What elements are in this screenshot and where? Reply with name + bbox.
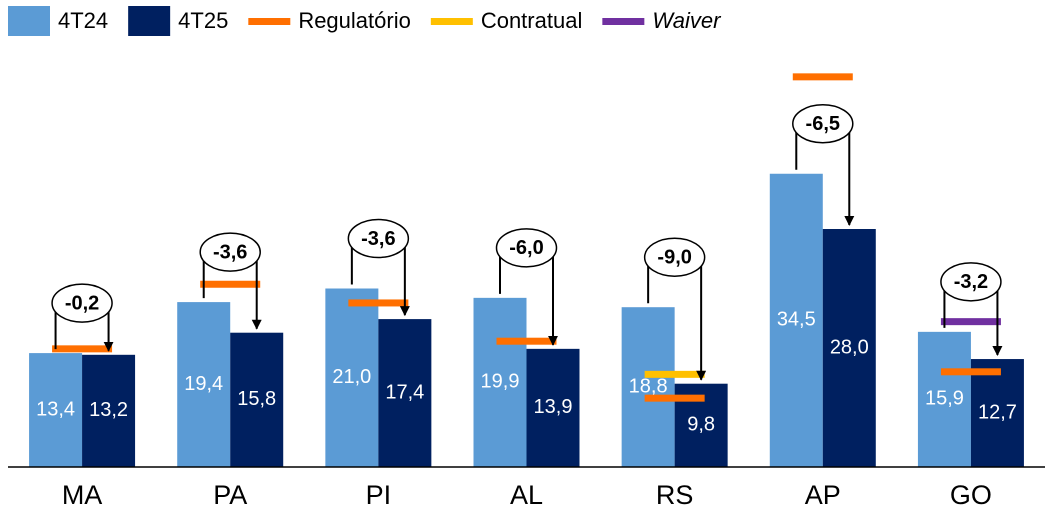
legend-swatch <box>430 18 473 25</box>
legend-swatch <box>602 18 645 25</box>
target-marker <box>348 299 409 307</box>
value-label: 17,4 <box>385 381 424 403</box>
x-tick-label: PI <box>366 480 392 510</box>
legend-label: Waiver <box>652 8 722 33</box>
difference-bubble <box>347 218 410 259</box>
target-marker <box>940 318 1001 326</box>
value-label: 28,0 <box>830 336 869 358</box>
difference-label: -9,0 <box>657 246 691 268</box>
bar <box>822 229 876 467</box>
bar <box>82 354 136 467</box>
difference-bubble <box>495 228 558 268</box>
value-label: 15,8 <box>237 388 276 410</box>
value-label: 15,9 <box>925 388 964 410</box>
difference-label: -0,2 <box>65 292 99 314</box>
x-tick-label: PA <box>213 480 247 510</box>
difference-bubble <box>940 262 1002 302</box>
bar <box>29 353 83 467</box>
legend-label: 4T24 <box>58 8 108 33</box>
difference-bubble <box>792 104 854 144</box>
difference-label: -3,2 <box>954 271 988 293</box>
target-marker <box>52 345 113 353</box>
target-marker <box>200 280 261 288</box>
x-tick-label: MA <box>62 480 103 510</box>
bar <box>917 331 971 467</box>
x-tick-label: RS <box>656 480 694 510</box>
difference-label: -3,6 <box>361 228 395 250</box>
bar <box>230 332 284 467</box>
value-label: 13,4 <box>36 398 75 420</box>
bar <box>473 297 527 467</box>
x-tick-label: GO <box>950 480 992 510</box>
bar <box>526 348 580 467</box>
difference-label: -6,0 <box>509 237 543 259</box>
bar <box>970 359 1024 467</box>
x-tick-label: AL <box>510 480 543 510</box>
value-label: 21,0 <box>332 366 371 388</box>
legend-swatch <box>128 6 171 36</box>
value-label: 12,7 <box>978 401 1017 423</box>
legend-label: Contratual <box>481 8 583 33</box>
value-label: 18,8 <box>629 375 668 397</box>
target-marker <box>644 394 705 402</box>
target-marker <box>940 368 1001 376</box>
x-tick-label: AP <box>805 480 841 510</box>
legend-label: Regulatório <box>298 8 411 33</box>
legend-label: 4T25 <box>178 8 228 33</box>
target-marker <box>496 337 557 345</box>
difference-label: -3,6 <box>213 241 247 263</box>
value-label: 19,4 <box>184 373 223 395</box>
target-marker <box>792 73 853 81</box>
target-marker <box>644 370 705 378</box>
value-label: 9,8 <box>687 414 715 436</box>
difference-label: -6,5 <box>806 113 840 135</box>
value-label: 13,2 <box>89 399 128 421</box>
bar <box>769 173 823 467</box>
bar <box>378 319 432 467</box>
bar <box>621 307 675 467</box>
value-label: 34,5 <box>777 309 816 331</box>
difference-bubble <box>643 237 706 277</box>
value-label: 13,9 <box>534 396 573 418</box>
bar <box>325 288 379 467</box>
difference-bubble <box>51 283 113 323</box>
bar <box>177 302 231 467</box>
value-label: 19,9 <box>481 371 520 393</box>
legend-swatch <box>248 18 291 25</box>
legend-swatch <box>8 6 50 36</box>
difference-bubble <box>199 232 261 272</box>
